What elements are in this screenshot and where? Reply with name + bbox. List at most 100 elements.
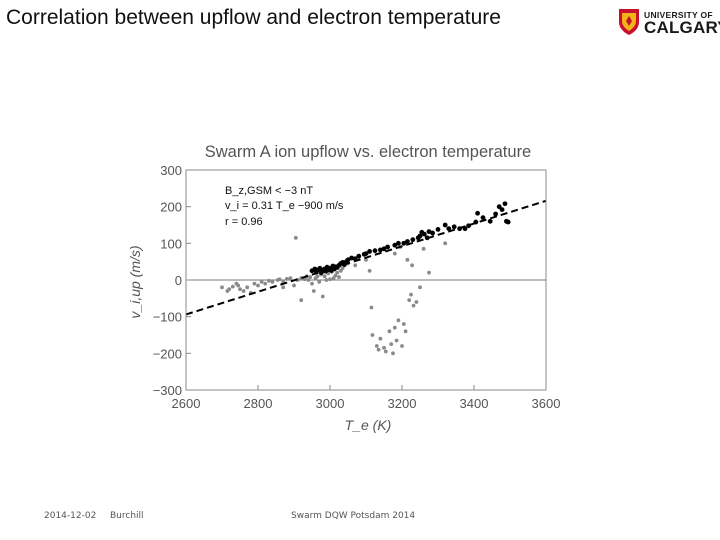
gray-point <box>292 283 296 288</box>
x-tick-label: 3200 <box>388 396 417 411</box>
black-point <box>396 240 401 246</box>
gray-point <box>281 285 286 290</box>
gray-point <box>270 279 275 284</box>
black-point <box>487 218 493 224</box>
gray-point <box>306 278 311 282</box>
logo-line1: UNIVERSITY OF <box>644 10 713 20</box>
gray-point <box>302 277 307 282</box>
gray-point <box>369 305 374 310</box>
gray-point <box>293 235 298 240</box>
gray-point <box>308 275 313 279</box>
fit-annotation: B_z,GSM < −3 nT v_i = 0.31 T_e −900 m/s … <box>225 185 344 228</box>
y-tick-label: 100 <box>160 236 182 251</box>
gray-point <box>353 263 358 268</box>
black-point <box>345 257 351 263</box>
annotation-line3: r = 0.96 <box>225 216 263 228</box>
gray-point <box>333 273 338 278</box>
gray-point <box>374 344 379 348</box>
gray-point <box>414 300 419 304</box>
black-point <box>493 211 498 217</box>
gray-point <box>299 298 304 303</box>
y-axis-label: v_i,up (m/s) <box>127 245 143 318</box>
gray-point <box>400 344 404 348</box>
gray-point <box>337 275 341 279</box>
gray-point <box>410 263 414 268</box>
black-point <box>421 231 427 237</box>
black-point <box>363 251 369 256</box>
annotation-line2: v_i = 0.31 T_e −900 m/s <box>225 200 344 212</box>
gray-point <box>288 276 293 281</box>
y-tick-label: −100 <box>153 310 182 325</box>
gray-point <box>370 333 375 337</box>
gray-point <box>392 325 397 330</box>
gray-point <box>220 285 224 290</box>
gray-point <box>421 246 426 251</box>
black-point <box>405 239 410 244</box>
gray-point <box>387 329 392 334</box>
footer-author: Burchill <box>110 511 144 521</box>
fit-line <box>185 199 547 316</box>
gray-point <box>263 281 268 286</box>
x-tick-label: 3400 <box>460 396 489 411</box>
black-point <box>349 255 354 261</box>
gray-point <box>340 266 345 271</box>
black-point <box>496 204 502 210</box>
black-point <box>475 210 480 216</box>
gray-point <box>403 329 408 334</box>
gray-point <box>252 281 257 286</box>
x-axis-label: T_e (K) <box>345 417 392 433</box>
gray-point <box>317 279 322 284</box>
logo-line2: CALGARY <box>644 18 720 37</box>
gray-point <box>310 281 314 286</box>
gray-point <box>227 287 232 292</box>
x-tick-label: 3600 <box>532 396 561 411</box>
gray-point <box>328 277 332 282</box>
gray-point <box>266 278 271 283</box>
university-logo: UNIVERSITY OF CALGARY <box>618 8 720 38</box>
gray-point <box>315 274 320 279</box>
gray-point <box>382 345 386 350</box>
black-point <box>410 237 416 243</box>
black-point <box>401 240 407 246</box>
gray-point <box>427 270 431 275</box>
x-tick-label: 2800 <box>244 396 273 411</box>
gray-point <box>378 336 383 341</box>
black-point <box>381 246 387 252</box>
gray-point <box>335 270 340 275</box>
black-point <box>442 222 448 228</box>
gray-point <box>367 268 372 273</box>
black-point <box>480 215 486 221</box>
gray-point <box>405 257 410 262</box>
black-point <box>426 229 432 235</box>
gray-point <box>401 322 406 326</box>
black-point <box>505 219 511 225</box>
gray-point <box>376 347 381 352</box>
footer-date: 2014-12-02 <box>44 511 97 521</box>
gray-point <box>392 251 397 256</box>
gray-point <box>320 294 325 299</box>
black-point <box>446 226 452 232</box>
gray-point <box>411 303 416 308</box>
gray-point <box>230 284 235 289</box>
gray-point <box>245 285 250 290</box>
shield-icon <box>619 9 639 35</box>
gray-point <box>256 283 260 288</box>
x-tick-label: 3000 <box>316 396 345 411</box>
black-point <box>502 201 508 207</box>
gray-point <box>259 279 264 284</box>
black-point <box>378 247 383 253</box>
black-point <box>367 249 372 254</box>
gray-point <box>389 342 394 347</box>
black-point <box>385 244 390 250</box>
gray-point <box>407 298 412 303</box>
y-tick-label: 300 <box>160 163 182 178</box>
gray-point <box>324 278 329 282</box>
gray-point <box>241 289 246 293</box>
gray-point <box>311 289 316 293</box>
y-tick-label: −200 <box>153 346 182 361</box>
gray-point <box>443 241 448 246</box>
black-point <box>451 224 457 230</box>
gray-point <box>238 287 242 292</box>
gray-point <box>322 274 327 279</box>
